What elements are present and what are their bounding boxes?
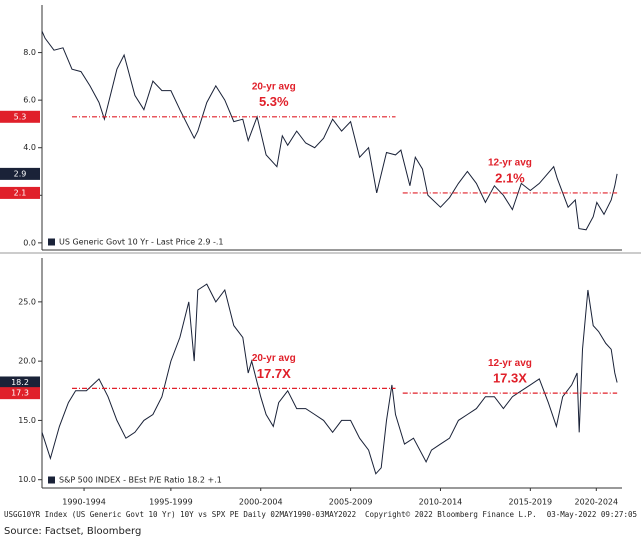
x-tick-label: 2020-2024 — [574, 498, 618, 507]
value-tag — [0, 167, 40, 180]
y-tick-label: 0.0 — [23, 238, 36, 247]
legend-label: US Generic Govt 10 Yr - Last Price 2.9 -… — [59, 238, 223, 247]
legend-swatch — [48, 238, 55, 246]
x-tick-label: 2015-2019 — [509, 498, 553, 507]
legend-label: S&P 500 INDEX - BEst P/E Ratio 18.2 +.1 — [59, 476, 222, 485]
footer-center: Copyright© 2022 Bloomberg Finance L.P. — [365, 510, 537, 519]
average-label: 20-yr avg — [252, 81, 296, 92]
average-label: 20-yr avg — [252, 353, 296, 364]
y-tick-label: 8.0 — [23, 48, 36, 57]
footer-right: 03-May-2022 09:27:05 — [547, 510, 637, 519]
average-label: 12-yr avg — [488, 158, 532, 169]
average-label: 12-yr avg — [488, 358, 532, 369]
x-tick-label: 1990-1994 — [62, 498, 106, 507]
y-tick-label: 25.0 — [18, 297, 36, 306]
data-line — [41, 283, 618, 475]
x-tick-label: 2005-2009 — [329, 498, 373, 507]
x-tick-label: 2010-2014 — [419, 498, 463, 507]
value-tag — [0, 186, 40, 199]
average-value: 5.3% — [259, 94, 289, 109]
average-value: 17.3X — [493, 371, 527, 386]
value-tag-label: 18.2 — [11, 378, 29, 387]
value-tag — [0, 387, 40, 400]
y-tick-label: 20.0 — [18, 357, 36, 366]
legend-swatch — [48, 476, 55, 484]
data-line — [41, 30, 618, 231]
y-tick-label: 4.0 — [23, 143, 36, 152]
y-tick-label: 15.0 — [18, 416, 36, 425]
average-value: 17.7X — [257, 366, 291, 381]
y-tick-label: 6.0 — [23, 96, 36, 105]
value-tag-label: 2.1 — [14, 188, 27, 197]
x-tick-label: 2000-2004 — [239, 498, 283, 507]
footer-left: USGG10YR Index (US Generic Govt 10 Yr) 1… — [4, 510, 356, 519]
value-tag-label: 17.3 — [11, 389, 29, 398]
average-value: 2.1% — [495, 170, 525, 185]
value-tag-label: 2.9 — [14, 169, 27, 178]
source: Source: Factset, Bloomberg — [4, 526, 141, 536]
value-tag — [0, 376, 40, 389]
y-tick-label: 10.0 — [18, 475, 36, 484]
value-tag-label: 5.3 — [14, 112, 27, 121]
value-tag — [0, 110, 40, 123]
x-tick-label: 1995-1999 — [149, 498, 193, 507]
